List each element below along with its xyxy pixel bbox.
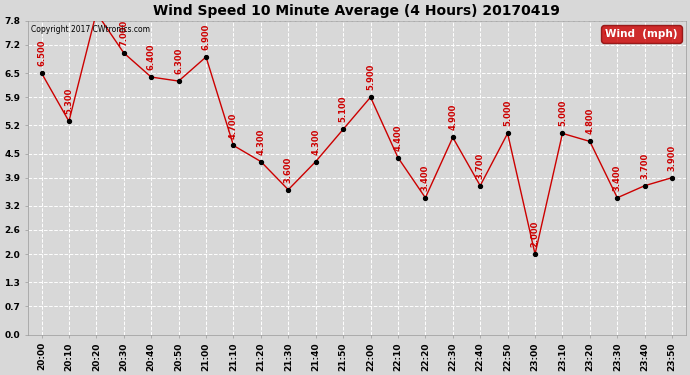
Text: 5.300: 5.300 xyxy=(64,88,73,114)
Text: 5.900: 5.900 xyxy=(366,64,375,90)
Text: 8.000: 8.000 xyxy=(0,374,1,375)
Text: 3.400: 3.400 xyxy=(421,165,430,191)
Text: 4.900: 4.900 xyxy=(448,104,457,130)
Title: Wind Speed 10 Minute Average (4 Hours) 20170419: Wind Speed 10 Minute Average (4 Hours) 2… xyxy=(153,4,560,18)
Text: 6.500: 6.500 xyxy=(37,40,46,66)
Point xyxy=(447,134,458,140)
Point xyxy=(612,195,623,201)
Text: Copyright 2017 CWtronics.com: Copyright 2017 CWtronics.com xyxy=(31,26,150,34)
Text: 2.000: 2.000 xyxy=(531,221,540,247)
Text: 3.400: 3.400 xyxy=(613,165,622,191)
Text: 4.800: 4.800 xyxy=(585,108,594,135)
Text: 3.700: 3.700 xyxy=(475,153,484,179)
Point xyxy=(639,183,650,189)
Point xyxy=(337,126,348,132)
Point xyxy=(173,78,184,84)
Point xyxy=(475,183,486,189)
Point xyxy=(365,94,376,100)
Text: 5.000: 5.000 xyxy=(558,100,567,126)
Point xyxy=(310,159,322,165)
Point xyxy=(584,138,595,144)
Point xyxy=(255,159,266,165)
Text: 4.400: 4.400 xyxy=(393,124,402,151)
Point xyxy=(118,50,129,56)
Point xyxy=(529,251,540,257)
Point xyxy=(201,54,212,60)
Point xyxy=(502,130,513,136)
Point xyxy=(420,195,431,201)
Text: 3.700: 3.700 xyxy=(640,153,649,179)
Text: 5.100: 5.100 xyxy=(339,96,348,122)
Point xyxy=(146,74,157,80)
Point xyxy=(283,187,294,193)
Text: 4.300: 4.300 xyxy=(311,128,320,154)
Point xyxy=(393,154,404,160)
Point xyxy=(557,130,568,136)
Text: 3.600: 3.600 xyxy=(284,156,293,183)
Point xyxy=(91,10,102,16)
Legend: Wind  (mph): Wind (mph) xyxy=(601,25,682,43)
Text: 6.300: 6.300 xyxy=(174,48,183,74)
Text: 4.700: 4.700 xyxy=(229,112,238,138)
Point xyxy=(228,142,239,148)
Text: 5.000: 5.000 xyxy=(503,100,512,126)
Text: 3.900: 3.900 xyxy=(668,144,677,171)
Text: 7.000: 7.000 xyxy=(119,20,128,46)
Text: 4.300: 4.300 xyxy=(257,128,266,154)
Text: 6.900: 6.900 xyxy=(201,24,210,50)
Text: 6.400: 6.400 xyxy=(147,44,156,70)
Point xyxy=(36,70,47,76)
Point xyxy=(667,175,678,181)
Point xyxy=(63,118,75,124)
